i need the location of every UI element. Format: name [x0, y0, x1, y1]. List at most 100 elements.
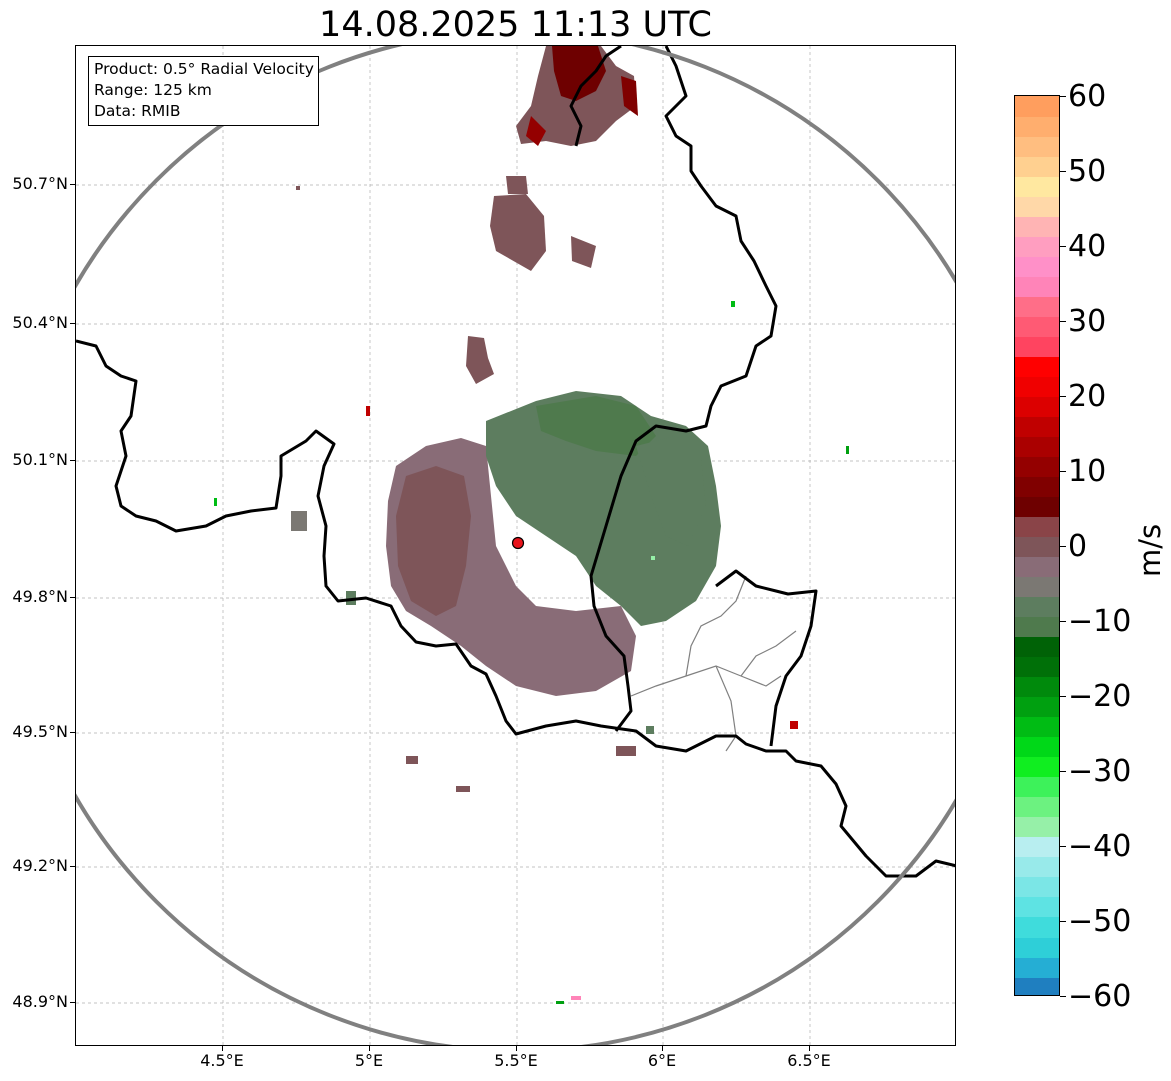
colorbar-tick	[1060, 171, 1066, 172]
lat-label: 49.5°N	[12, 722, 68, 741]
colorbar-tick	[1060, 771, 1066, 772]
colorbar-segment	[1015, 836, 1059, 858]
colorbar-label: 40	[1068, 229, 1107, 264]
colorbar-tick	[1060, 921, 1066, 922]
colorbar-label: −50	[1068, 904, 1132, 939]
colorbar-tick	[1060, 696, 1066, 697]
colorbar-segment	[1015, 956, 1059, 978]
lat-label: 48.9°N	[12, 992, 68, 1011]
colorbar-segment	[1015, 456, 1059, 477]
colorbar-segment	[1015, 396, 1059, 417]
colorbar-label: 20	[1068, 379, 1107, 414]
colorbar-unit: m/s	[1133, 523, 1167, 577]
info-source: Data: RMIB	[94, 102, 181, 120]
lon-label: 4.5°E	[200, 1051, 244, 1070]
colorbar-tick	[1060, 396, 1066, 397]
colorbar-segment	[1015, 336, 1059, 357]
lat-label: 49.8°N	[12, 587, 68, 606]
colorbar-segment	[1015, 256, 1059, 277]
colorbar-segment	[1015, 876, 1059, 898]
colorbar-label: 30	[1068, 304, 1107, 339]
info-range: Range: 125 km	[94, 81, 212, 99]
lon-label: 5°E	[354, 1051, 384, 1070]
lat-label: 50.7°N	[12, 174, 68, 193]
lon-tick	[222, 1046, 223, 1051]
colorbar-segment	[1015, 716, 1059, 738]
lon-label: 6°E	[647, 1051, 677, 1070]
colorbar-segment	[1015, 696, 1059, 718]
colorbar-label: −30	[1068, 754, 1132, 789]
colorbar-tick	[1060, 471, 1066, 472]
colorbar-segment	[1015, 476, 1059, 498]
lat-tick	[70, 866, 75, 867]
colorbar-segment	[1015, 316, 1059, 337]
map-title: 14.08.2025 11:13 UTC	[319, 5, 712, 45]
lon-tick	[369, 1046, 370, 1051]
colorbar-segment	[1015, 596, 1059, 618]
colorbar-segment	[1015, 936, 1059, 958]
colorbar-segment	[1015, 216, 1059, 237]
lon-tick	[662, 1046, 663, 1051]
radar-map[interactable]	[75, 45, 956, 1046]
colorbar-segment	[1015, 196, 1059, 217]
lat-tick	[70, 184, 75, 185]
colorbar-tick	[1060, 321, 1066, 322]
admin-borders	[630, 575, 797, 752]
lon-tick	[516, 1046, 517, 1051]
lat-label: 50.1°N	[12, 450, 68, 469]
colorbar-label: 60	[1068, 79, 1107, 114]
colorbar-segment	[1015, 536, 1059, 558]
colorbar-segment	[1015, 896, 1059, 918]
colorbar-tick	[1060, 546, 1066, 547]
colorbar-tick	[1060, 246, 1066, 247]
colorbar-segment	[1015, 676, 1059, 698]
colorbar-segment	[1015, 136, 1059, 157]
colorbar-tick	[1060, 96, 1066, 97]
colorbar-segment	[1015, 916, 1059, 938]
colorbar-segment	[1015, 496, 1059, 518]
info-product: Product: 0.5° Radial Velocity	[94, 60, 314, 78]
colorbar-tick	[1060, 846, 1066, 847]
lat-label: 50.4°N	[12, 313, 68, 332]
lat-tick	[70, 597, 75, 598]
colorbar-segment	[1015, 816, 1059, 838]
colorbar-segment	[1015, 376, 1059, 397]
colorbar-segment	[1015, 96, 1059, 117]
country-borders	[76, 46, 955, 878]
colorbar	[1014, 95, 1060, 996]
info-box: Product: 0.5° Radial Velocity Range: 125…	[88, 56, 319, 126]
lat-tick	[70, 732, 75, 733]
colorbar-segment	[1015, 656, 1059, 678]
colorbar-segment	[1015, 276, 1059, 297]
colorbar-segment	[1015, 616, 1059, 638]
lon-label: 5.5°E	[494, 1051, 538, 1070]
colorbar-segment	[1015, 756, 1059, 778]
colorbar-segment	[1015, 356, 1059, 377]
colorbar-label: −40	[1068, 829, 1132, 864]
colorbar-tick	[1060, 621, 1066, 622]
colorbar-segment	[1015, 176, 1059, 197]
colorbar-segment	[1015, 156, 1059, 177]
colorbar-segment	[1015, 976, 1059, 995]
colorbar-segment	[1015, 236, 1059, 257]
lat-tick	[70, 1002, 75, 1003]
radar-map-canvas	[76, 46, 955, 1045]
lat-tick	[70, 323, 75, 324]
colorbar-label: 50	[1068, 154, 1107, 189]
lat-label: 49.2°N	[12, 856, 68, 875]
colorbar-segment	[1015, 576, 1059, 598]
colorbar-segment	[1015, 436, 1059, 457]
colorbar-segment	[1015, 296, 1059, 317]
colorbar-label: 10	[1068, 454, 1107, 489]
colorbar-segment	[1015, 796, 1059, 818]
radar-site-marker	[511, 536, 525, 550]
colorbar-label: −10	[1068, 604, 1132, 639]
lon-tick	[809, 1046, 810, 1051]
lat-tick	[70, 460, 75, 461]
echo-region	[214, 46, 849, 1004]
colorbar-segment	[1015, 636, 1059, 658]
colorbar-label: 0	[1068, 529, 1088, 564]
colorbar-label: −20	[1068, 679, 1132, 714]
colorbar-segment	[1015, 776, 1059, 798]
colorbar-segment	[1015, 556, 1059, 578]
